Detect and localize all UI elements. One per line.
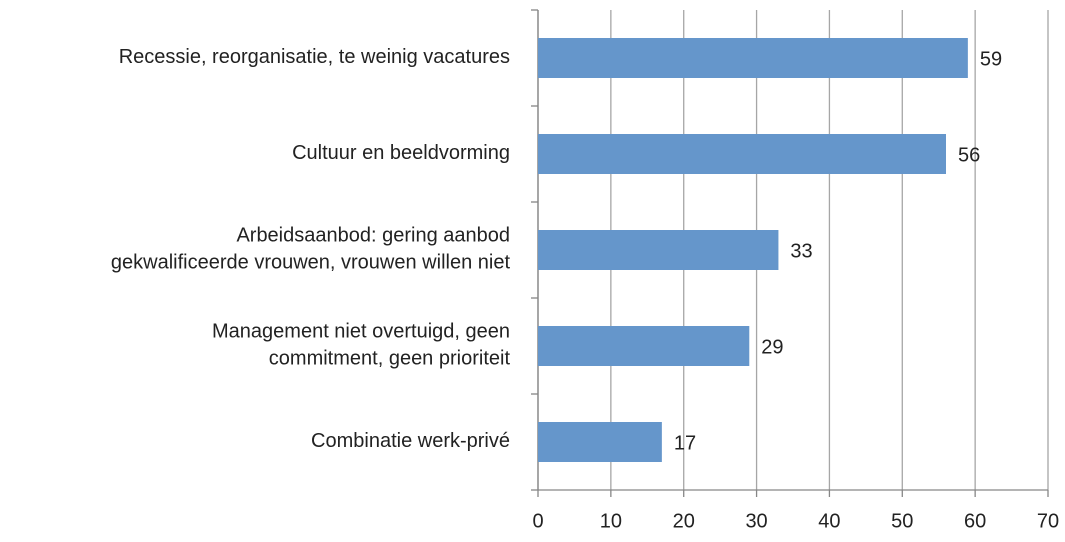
bar <box>538 230 779 270</box>
y-tick-label: Arbeidsaanbod: gering aanbod gekwalificee… <box>111 225 511 274</box>
y-tick-label-line: gekwalificeerde vrouwen, vrouwen willen … <box>111 252 511 274</box>
x-tick-label: 0 <box>532 510 543 532</box>
y-tick-label: Combinatie werk-privé <box>311 430 510 452</box>
bar <box>538 422 662 462</box>
y-tick-label-line: Arbeidsaanbod: gering aanbod <box>236 225 510 247</box>
y-tick-label-line: Recessie, reorganisatie, te weinig vacat… <box>119 46 510 68</box>
data-label: 59 <box>980 48 1002 70</box>
bar <box>538 38 968 78</box>
x-tick-label: 70 <box>1037 510 1059 532</box>
y-tick-label-line: commitment, geen prioriteit <box>269 348 511 370</box>
y-tick-label: Recessie, reorganisatie, te weinig vacat… <box>119 46 510 68</box>
y-tick-label: Management niet overtuigd, geen commitmen… <box>212 321 510 370</box>
x-tick-label: 40 <box>818 510 840 532</box>
x-tick-label: 20 <box>673 510 695 532</box>
data-label: 29 <box>761 336 783 358</box>
data-label: 33 <box>790 240 812 262</box>
x-tick-label: 50 <box>891 510 913 532</box>
bar <box>538 134 946 174</box>
x-tick-label: 30 <box>745 510 767 532</box>
bar <box>538 326 750 366</box>
data-label: 17 <box>674 432 696 454</box>
y-tick-label: Cultuur en beeldvorming <box>292 142 510 164</box>
data-label: 56 <box>958 144 980 166</box>
y-tick-label-line: Combinatie werk-privé <box>311 430 510 452</box>
x-tick-label: 10 <box>600 510 622 532</box>
x-tick-label: 60 <box>964 510 986 532</box>
y-tick-label-line: Management niet overtuigd, geen <box>212 321 510 343</box>
y-tick-label-line: Cultuur en beeldvorming <box>292 142 510 164</box>
